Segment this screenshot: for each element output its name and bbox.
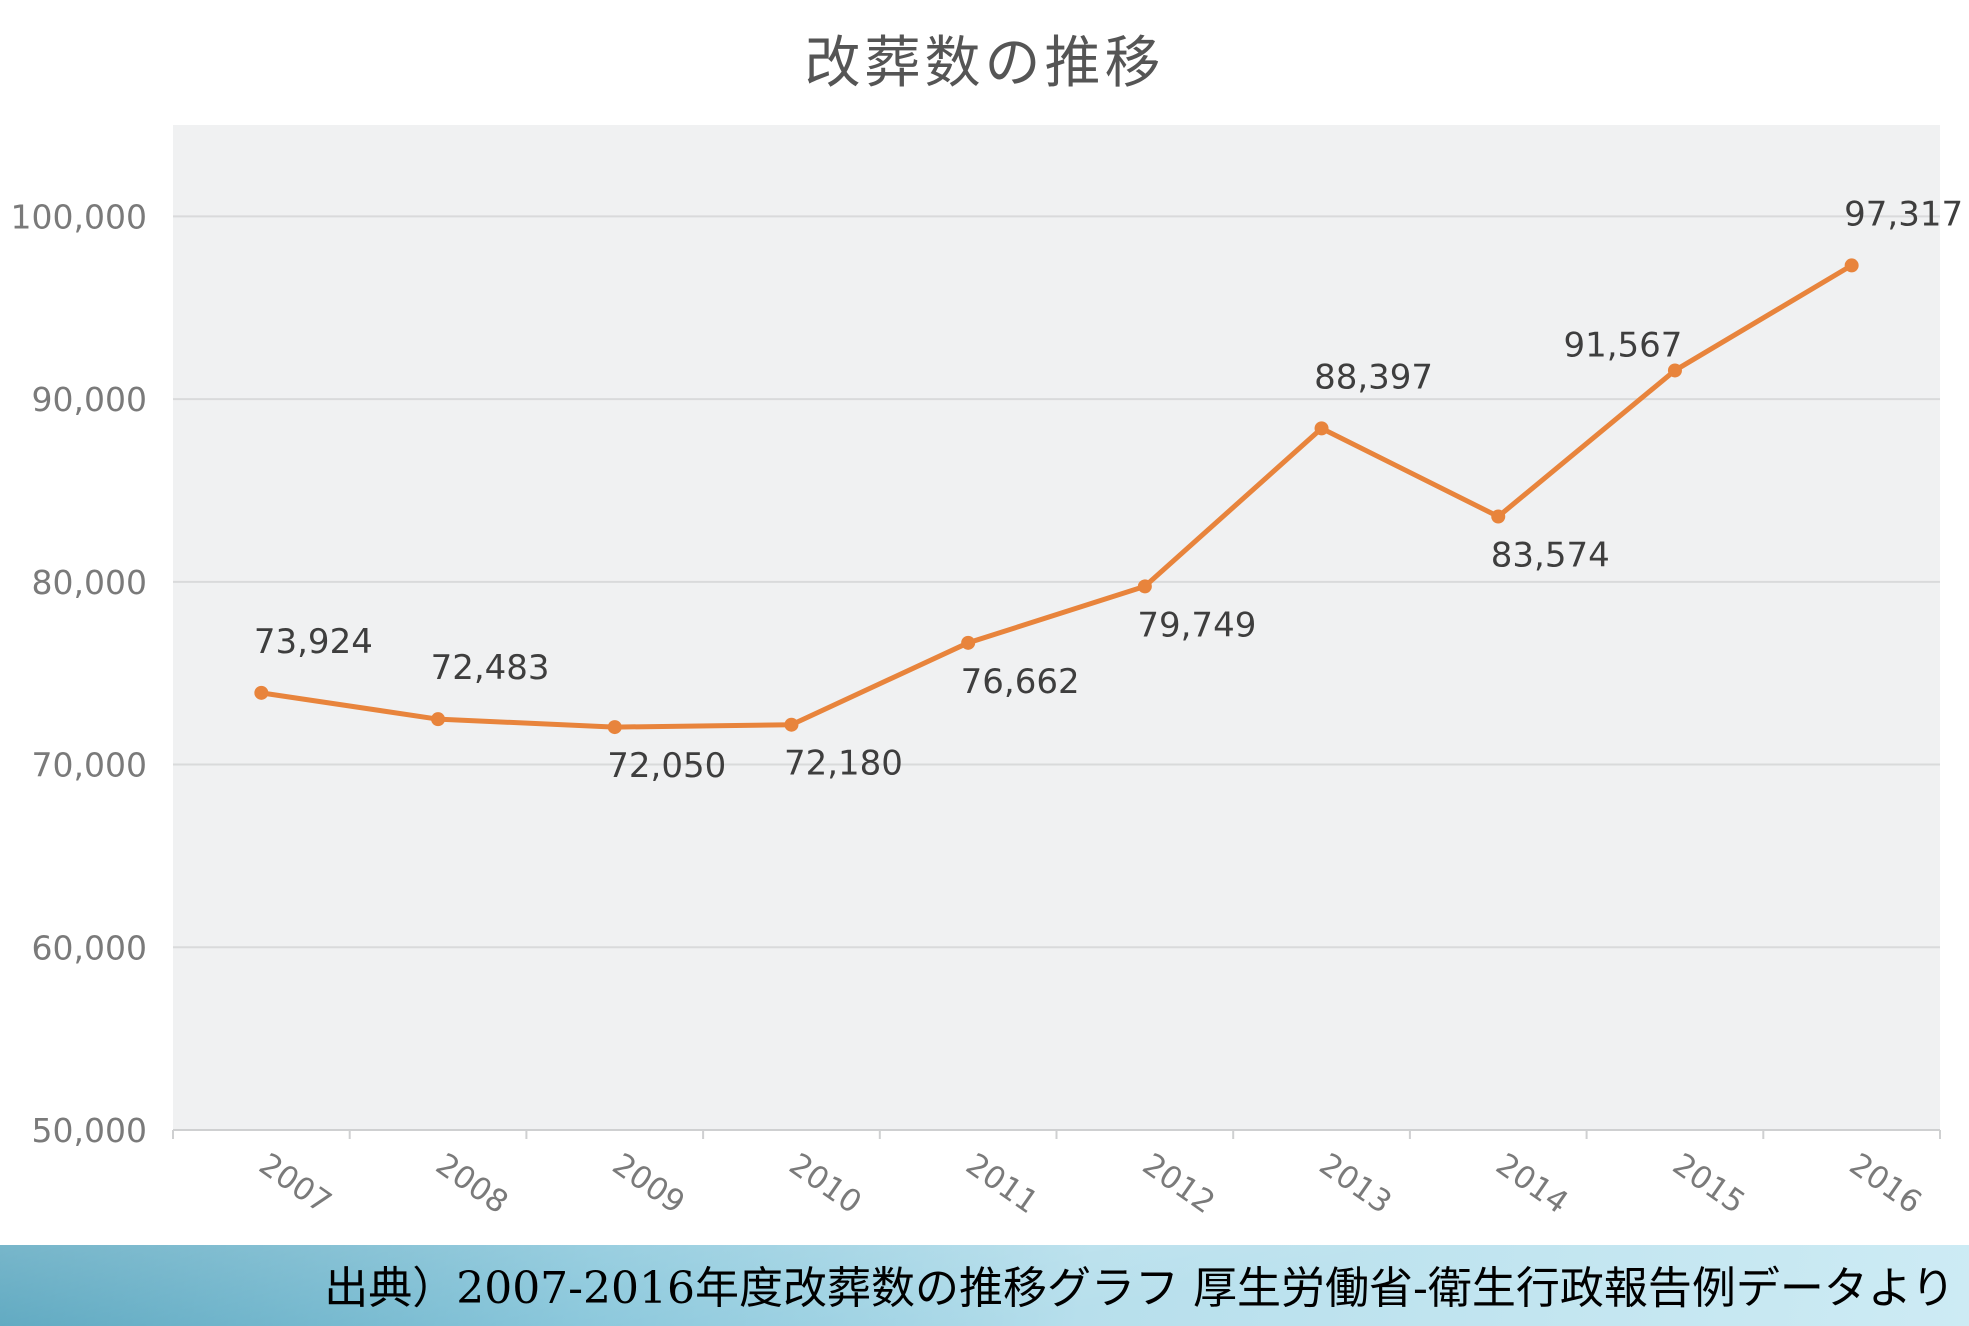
x-tick-label: 2014 <box>1489 1146 1574 1221</box>
chart-title: 改葬数の推移 <box>804 31 1165 96</box>
data-label: 72,180 <box>784 744 903 784</box>
y-tick-label: 90,000 <box>32 380 147 419</box>
data-label: 72,050 <box>607 746 726 786</box>
x-tick-label: 2015 <box>1666 1146 1751 1221</box>
footer-band <box>0 1245 1969 1326</box>
y-tick-label: 100,000 <box>11 197 147 236</box>
data-point <box>1844 258 1859 273</box>
y-tick-label: 50,000 <box>32 1111 147 1150</box>
data-label: 91,567 <box>1563 325 1682 365</box>
data-label: 97,317 <box>1844 194 1963 234</box>
y-tick-label: 60,000 <box>32 928 147 967</box>
x-tick-label: 2007 <box>252 1146 337 1221</box>
footer-highlight <box>0 1245 1969 1326</box>
data-label: 76,662 <box>961 662 1080 702</box>
data-point <box>1667 363 1682 378</box>
y-tick-label: 80,000 <box>32 563 147 602</box>
line-chart: 50,000 60,000 70,000 80,000 90,000 100,000 200… <box>11 125 1963 1221</box>
data-point <box>1314 421 1329 436</box>
x-tick-label: 2010 <box>783 1146 868 1221</box>
plot-area <box>173 125 1940 1130</box>
data-point <box>961 635 976 650</box>
data-label: 83,574 <box>1491 536 1610 576</box>
data-label: 88,397 <box>1314 357 1433 397</box>
x-tick-label: 2008 <box>429 1146 514 1221</box>
data-point <box>607 720 622 735</box>
data-point <box>431 712 446 727</box>
data-point <box>1137 579 1152 594</box>
data-point <box>1491 509 1506 524</box>
data-point <box>784 717 799 732</box>
data-label: 72,483 <box>431 648 550 688</box>
x-tick-label: 2012 <box>1136 1146 1221 1221</box>
x-tick-label: 2013 <box>1313 1146 1398 1221</box>
source-note: 出典）2007-2016年度改葬数の推移グラフ 厚生労働省-衛生行政報告例データ… <box>324 1263 1955 1314</box>
y-tick-label: 70,000 <box>32 746 147 785</box>
data-label: 79,749 <box>1137 605 1256 645</box>
series-line <box>258 262 1855 730</box>
x-tick-label: 2009 <box>606 1146 691 1221</box>
data-point <box>254 685 269 700</box>
x-tick-label: 2016 <box>1843 1146 1928 1221</box>
data-label: 73,924 <box>254 622 373 662</box>
x-tick-label: 2011 <box>959 1146 1044 1221</box>
